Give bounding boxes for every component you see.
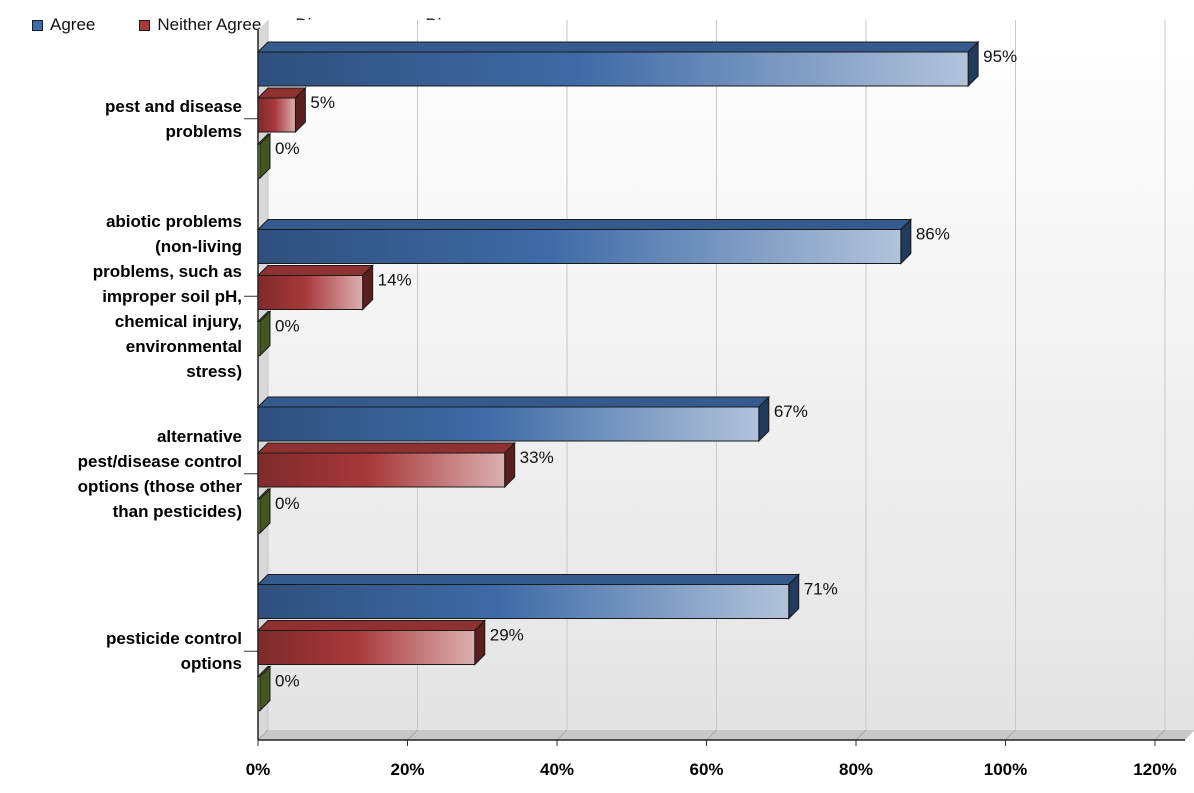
bar	[257, 275, 364, 310]
bar	[257, 630, 476, 665]
gridline-floor	[257, 729, 269, 741]
legend-label-agree: Agree	[50, 15, 96, 34]
bar	[257, 321, 261, 356]
gridline-floor	[1154, 729, 1166, 741]
bar	[257, 97, 296, 133]
bar	[257, 676, 261, 711]
category-label: pest and disease problems	[14, 94, 242, 144]
category-label-line: improper soil pH,	[102, 286, 242, 306]
gridline-floor	[407, 729, 418, 741]
category-label-line: (non-living	[155, 236, 242, 256]
bar	[257, 452, 506, 488]
bar-top-face	[256, 41, 980, 53]
bar	[257, 51, 969, 87]
data-label: 95%	[983, 47, 1017, 66]
bar-top-face	[256, 620, 486, 631]
data-label: 0%	[275, 139, 300, 158]
category-label-line: problems, such as	[92, 261, 242, 281]
x-tick-label: 120%	[1133, 760, 1176, 779]
gridline-floor	[1005, 729, 1016, 741]
x-tick-label: 60%	[689, 760, 723, 779]
data-label: 29%	[490, 626, 524, 645]
data-label: 0%	[275, 494, 300, 513]
left-wall	[258, 20, 268, 740]
data-label: 0%	[275, 672, 300, 691]
category-label-line: pesticide control	[105, 629, 242, 649]
legend-swatch-agree	[32, 19, 43, 31]
category-label-line: options	[180, 654, 242, 674]
category-label-line: environmental	[125, 336, 242, 356]
category-label-line: chemical injury,	[114, 311, 242, 331]
bar-top-face	[256, 574, 800, 585]
bar-top-face	[256, 442, 516, 454]
x-tick-label: 100%	[984, 760, 1027, 779]
bar-top-face	[256, 219, 913, 230]
category-label-line: problems	[165, 121, 242, 141]
bar-top-face	[256, 396, 771, 408]
data-label: 14%	[378, 271, 412, 290]
data-label: 33%	[520, 448, 554, 467]
category-label-line: alternative	[156, 426, 242, 446]
gridline-floor	[706, 729, 717, 741]
category-label: abiotic problems (non-living problems, suc…	[14, 209, 242, 384]
category-label-line: than pesticides)	[112, 501, 242, 521]
x-tick-label: 80%	[839, 760, 873, 779]
category-label: pesticide control options	[14, 626, 242, 676]
category-label: alternative pest/disease control options (…	[14, 424, 242, 524]
category-label-line: pest and disease	[104, 96, 242, 116]
legend-item-agree: Agree	[32, 15, 95, 35]
category-label-line: abiotic problems	[105, 211, 242, 231]
bar	[257, 406, 760, 442]
legend-swatch-neither	[139, 19, 151, 31]
data-label: 5%	[310, 93, 335, 112]
data-label: 0%	[275, 317, 300, 336]
category-label-line: stress)	[186, 361, 242, 381]
data-label: 86%	[916, 225, 950, 244]
bar-top-face	[256, 265, 374, 276]
bar	[257, 143, 261, 179]
category-label-line: options (those other	[77, 476, 242, 496]
bar	[257, 229, 902, 264]
gridline-floor	[855, 729, 867, 741]
x-tick-label: 40%	[540, 760, 574, 779]
bar	[257, 584, 790, 619]
x-tick-label: 0%	[246, 760, 271, 779]
data-label: 67%	[774, 402, 808, 421]
floor	[258, 730, 1194, 740]
gridline-floor	[556, 729, 568, 741]
data-label: 71%	[804, 580, 838, 599]
x-tick-label: 20%	[390, 760, 424, 779]
category-label-line: pest/disease control	[77, 451, 242, 471]
bar	[257, 498, 261, 534]
